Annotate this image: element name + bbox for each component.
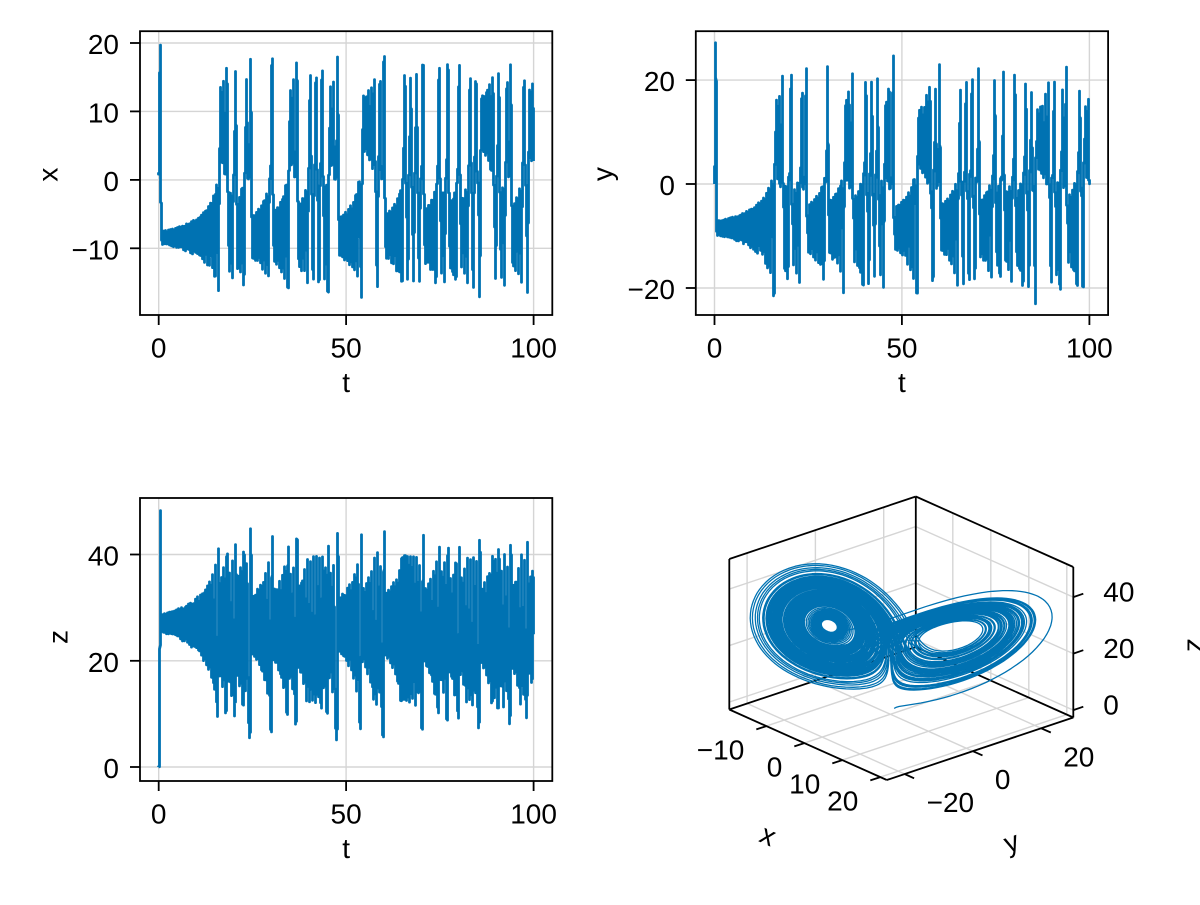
svg-text:20: 20 bbox=[1063, 741, 1094, 772]
svg-text:20: 20 bbox=[88, 647, 119, 678]
svg-text:t: t bbox=[342, 367, 350, 398]
svg-text:50: 50 bbox=[331, 333, 362, 364]
svg-text:0: 0 bbox=[103, 753, 119, 784]
svg-text:0: 0 bbox=[659, 170, 675, 201]
svg-text:0: 0 bbox=[151, 799, 167, 830]
svg-text:10: 10 bbox=[789, 769, 820, 800]
svg-text:0: 0 bbox=[707, 333, 723, 364]
svg-text:−20: −20 bbox=[927, 787, 975, 818]
svg-text:y: y bbox=[587, 167, 618, 181]
svg-text:0: 0 bbox=[1103, 690, 1119, 721]
svg-text:t: t bbox=[342, 833, 350, 864]
svg-text:0: 0 bbox=[767, 752, 783, 783]
svg-text:40: 40 bbox=[88, 541, 119, 572]
svg-text:z: z bbox=[43, 630, 74, 644]
svg-text:20: 20 bbox=[827, 786, 858, 817]
svg-text:10: 10 bbox=[88, 97, 119, 128]
svg-text:x: x bbox=[33, 168, 64, 182]
svg-text:−10: −10 bbox=[72, 234, 120, 265]
svg-text:20: 20 bbox=[644, 66, 675, 97]
svg-text:−20: −20 bbox=[628, 274, 676, 305]
svg-text:z: z bbox=[1177, 638, 1200, 652]
svg-text:20: 20 bbox=[1103, 633, 1134, 664]
svg-text:0: 0 bbox=[103, 166, 119, 197]
svg-text:0: 0 bbox=[995, 764, 1011, 795]
svg-text:0: 0 bbox=[151, 333, 167, 364]
svg-text:50: 50 bbox=[886, 333, 917, 364]
svg-text:t: t bbox=[898, 367, 906, 398]
svg-text:40: 40 bbox=[1103, 577, 1134, 608]
svg-text:−10: −10 bbox=[697, 735, 745, 766]
svg-text:100: 100 bbox=[510, 799, 557, 830]
svg-text:20: 20 bbox=[88, 29, 119, 60]
svg-text:50: 50 bbox=[331, 799, 362, 830]
svg-text:100: 100 bbox=[510, 333, 557, 364]
svg-text:100: 100 bbox=[1066, 333, 1113, 364]
